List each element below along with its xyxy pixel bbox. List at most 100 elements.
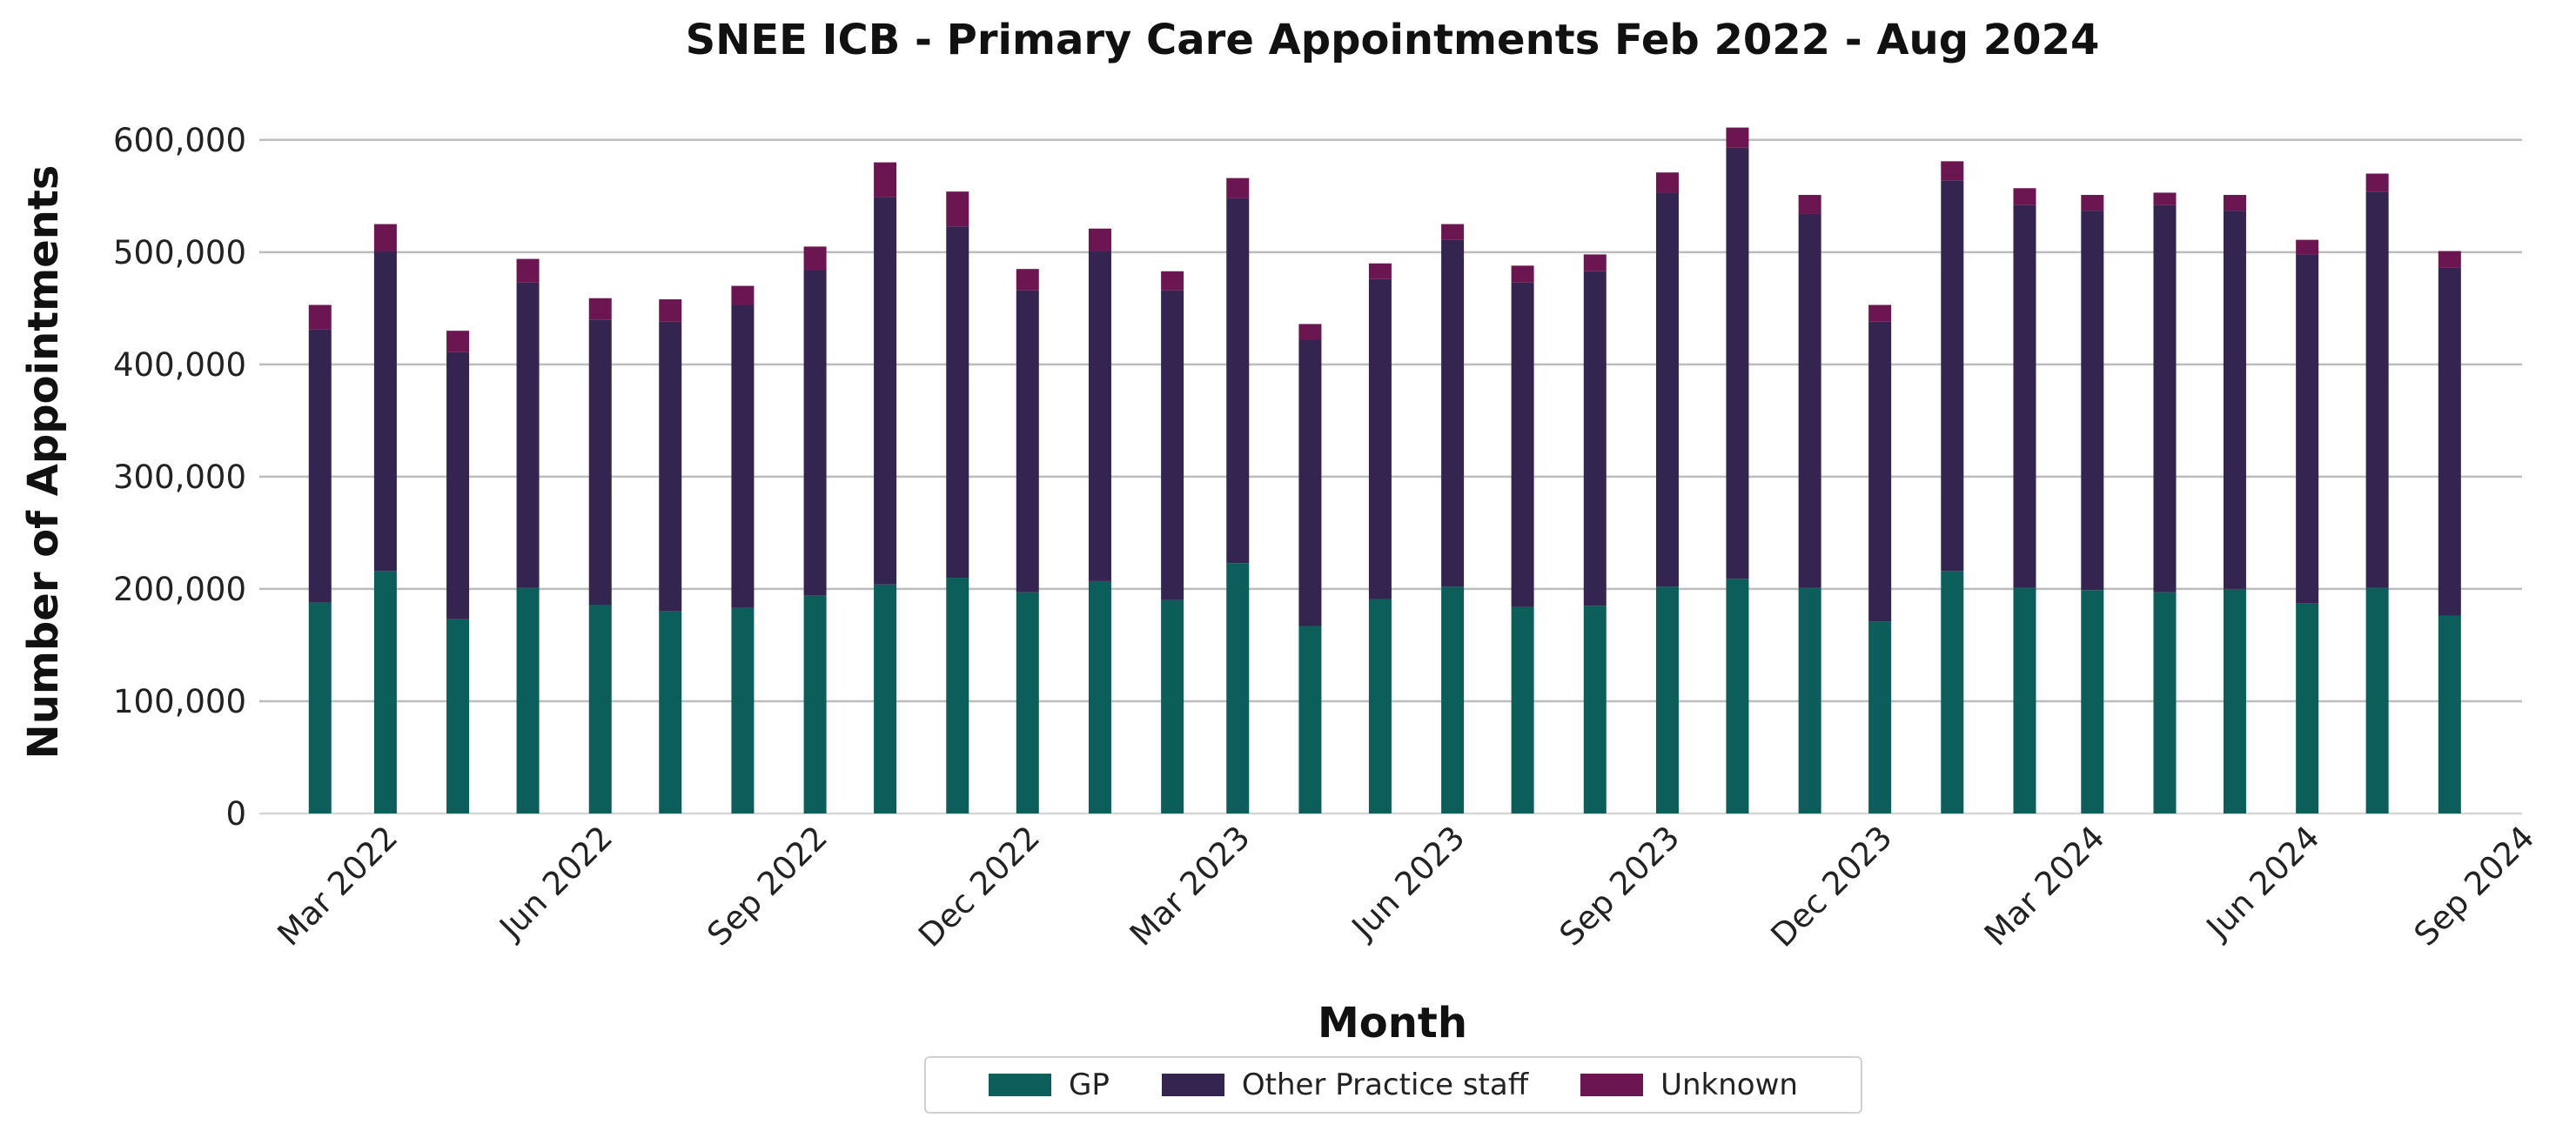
bar-gp (1088, 580, 1111, 813)
bar-other-practice-staff (1941, 180, 1964, 572)
bar-other-practice-staff (2153, 204, 2177, 592)
bar-unknown (659, 299, 682, 322)
bar-gp (308, 602, 332, 813)
x-axis-label: Month (1318, 999, 1467, 1048)
bar-unknown (1226, 177, 1250, 198)
legend-item-gp: GP (989, 1068, 1110, 1102)
bar-unknown (373, 224, 397, 251)
bar-unknown (1583, 254, 1607, 271)
bar-gp (1161, 599, 1184, 813)
bar-other-practice-staff (1511, 282, 1534, 607)
bar-other-practice-staff (1298, 339, 1322, 626)
bar-unknown (516, 258, 540, 283)
bar-other-practice-staff (1368, 278, 1392, 599)
x-tick-label: Jun 2023 (1344, 819, 1472, 947)
bar-gp (588, 605, 612, 813)
bar-other-practice-staff (803, 270, 827, 596)
legend-label-other-practice-staff: Other Practice staff (1241, 1068, 1529, 1102)
bar-gp (2365, 587, 2389, 813)
bar-gp (874, 584, 897, 813)
bar-gp (1298, 626, 1322, 813)
bar-gp (2438, 615, 2461, 813)
bar-gp (659, 611, 682, 813)
bar-other-practice-staff (1798, 213, 1821, 588)
bar-gp (2223, 588, 2246, 813)
bar-other-practice-staff (588, 319, 612, 605)
bar-unknown (308, 305, 332, 330)
bar-unknown (1088, 228, 1111, 251)
bar-unknown (2081, 195, 2104, 211)
bar-unknown (588, 298, 612, 320)
y-tick-label: 400,000 (113, 346, 246, 384)
bar-unknown (2223, 195, 2246, 211)
bar-gp (2296, 603, 2319, 813)
bar-other-practice-staff (874, 197, 897, 585)
bar-other-practice-staff (2438, 267, 2461, 616)
bar-other-practice-staff (516, 282, 540, 588)
y-axis-ticks: 0 100,000 200,000 300,000 400,000 500,000 600,… (113, 122, 246, 833)
bar-other-practice-staff (1868, 321, 1892, 622)
legend-swatch-gp (989, 1074, 1051, 1096)
x-tick-label: Mar 2022 (271, 819, 406, 954)
bar-other-practice-staff (1161, 290, 1184, 600)
bar-unknown (2365, 173, 2389, 192)
bars (308, 127, 2461, 813)
bar-other-practice-staff (2365, 191, 2389, 588)
bar-gp (731, 607, 755, 813)
legend-swatch-unknown (1580, 1074, 1644, 1096)
bar-other-practice-staff (1441, 239, 1465, 587)
bar-gp (446, 619, 470, 813)
x-tick-label: Sep 2024 (2407, 819, 2542, 954)
bar-unknown (2013, 188, 2036, 205)
bar-unknown (1298, 324, 1322, 340)
x-tick-label: Dec 2022 (911, 819, 1047, 954)
x-tick-label: Sep 2023 (1553, 819, 1687, 954)
bar-gp (1511, 606, 1534, 813)
bar-other-practice-staff (308, 329, 332, 603)
bar-gp (946, 578, 969, 813)
bar-unknown (1016, 269, 1039, 291)
bar-gp (2081, 590, 2104, 813)
legend-item-other-practice-staff: Other Practice staff (1161, 1068, 1529, 1102)
bar-other-practice-staff (1655, 192, 1679, 587)
x-tick-label: Mar 2024 (1977, 819, 2112, 954)
bar-other-practice-staff (1016, 290, 1039, 592)
legend-swatch-other-practice-staff (1161, 1074, 1224, 1096)
bar-other-practice-staff (2081, 211, 2104, 591)
bar-unknown (731, 285, 755, 305)
bar-gp (2013, 587, 2036, 813)
y-tick-label: 300,000 (113, 459, 246, 496)
bar-gp (1368, 599, 1392, 813)
chart-title: SNEE ICB - Primary Care Appointments Feb… (686, 16, 2100, 64)
x-tick-label: Dec 2023 (1764, 819, 1900, 954)
bar-gp (1441, 586, 1465, 813)
bar-unknown (1798, 195, 1821, 214)
bar-gp (803, 595, 827, 813)
bar-gp (1726, 579, 1749, 813)
legend-label-unknown: Unknown (1660, 1068, 1798, 1102)
bar-unknown (2296, 239, 2319, 255)
y-axis-label: Number of Appointments (19, 165, 68, 760)
bar-gp (516, 587, 540, 813)
bar-other-practice-staff (446, 351, 470, 619)
bar-gp (1655, 586, 1679, 813)
y-tick-label: 100,000 (113, 683, 246, 720)
x-tick-label: Sep 2022 (700, 819, 835, 954)
bar-unknown (1726, 127, 1749, 148)
bar-other-practice-staff (2223, 211, 2246, 589)
bar-other-practice-staff (659, 321, 682, 612)
bar-unknown (2153, 192, 2177, 205)
bar-unknown (874, 162, 897, 197)
x-tick-label: Jun 2024 (2198, 819, 2327, 947)
bar-other-practice-staff (2296, 254, 2319, 604)
bar-unknown (1368, 263, 1392, 279)
bar-other-practice-staff (2013, 204, 2036, 588)
bar-unknown (946, 191, 969, 227)
y-tick-label: 500,000 (113, 234, 246, 271)
bar-unknown (803, 246, 827, 271)
y-tick-label: 200,000 (113, 571, 246, 608)
legend-label-gp: GP (1069, 1068, 1110, 1102)
bar-unknown (2438, 251, 2461, 268)
bar-other-practice-staff (946, 226, 969, 579)
x-axis-ticks: Mar 2022 Jun 2022 Sep 2022 Dec 2022 Mar 2023… (271, 819, 2542, 954)
